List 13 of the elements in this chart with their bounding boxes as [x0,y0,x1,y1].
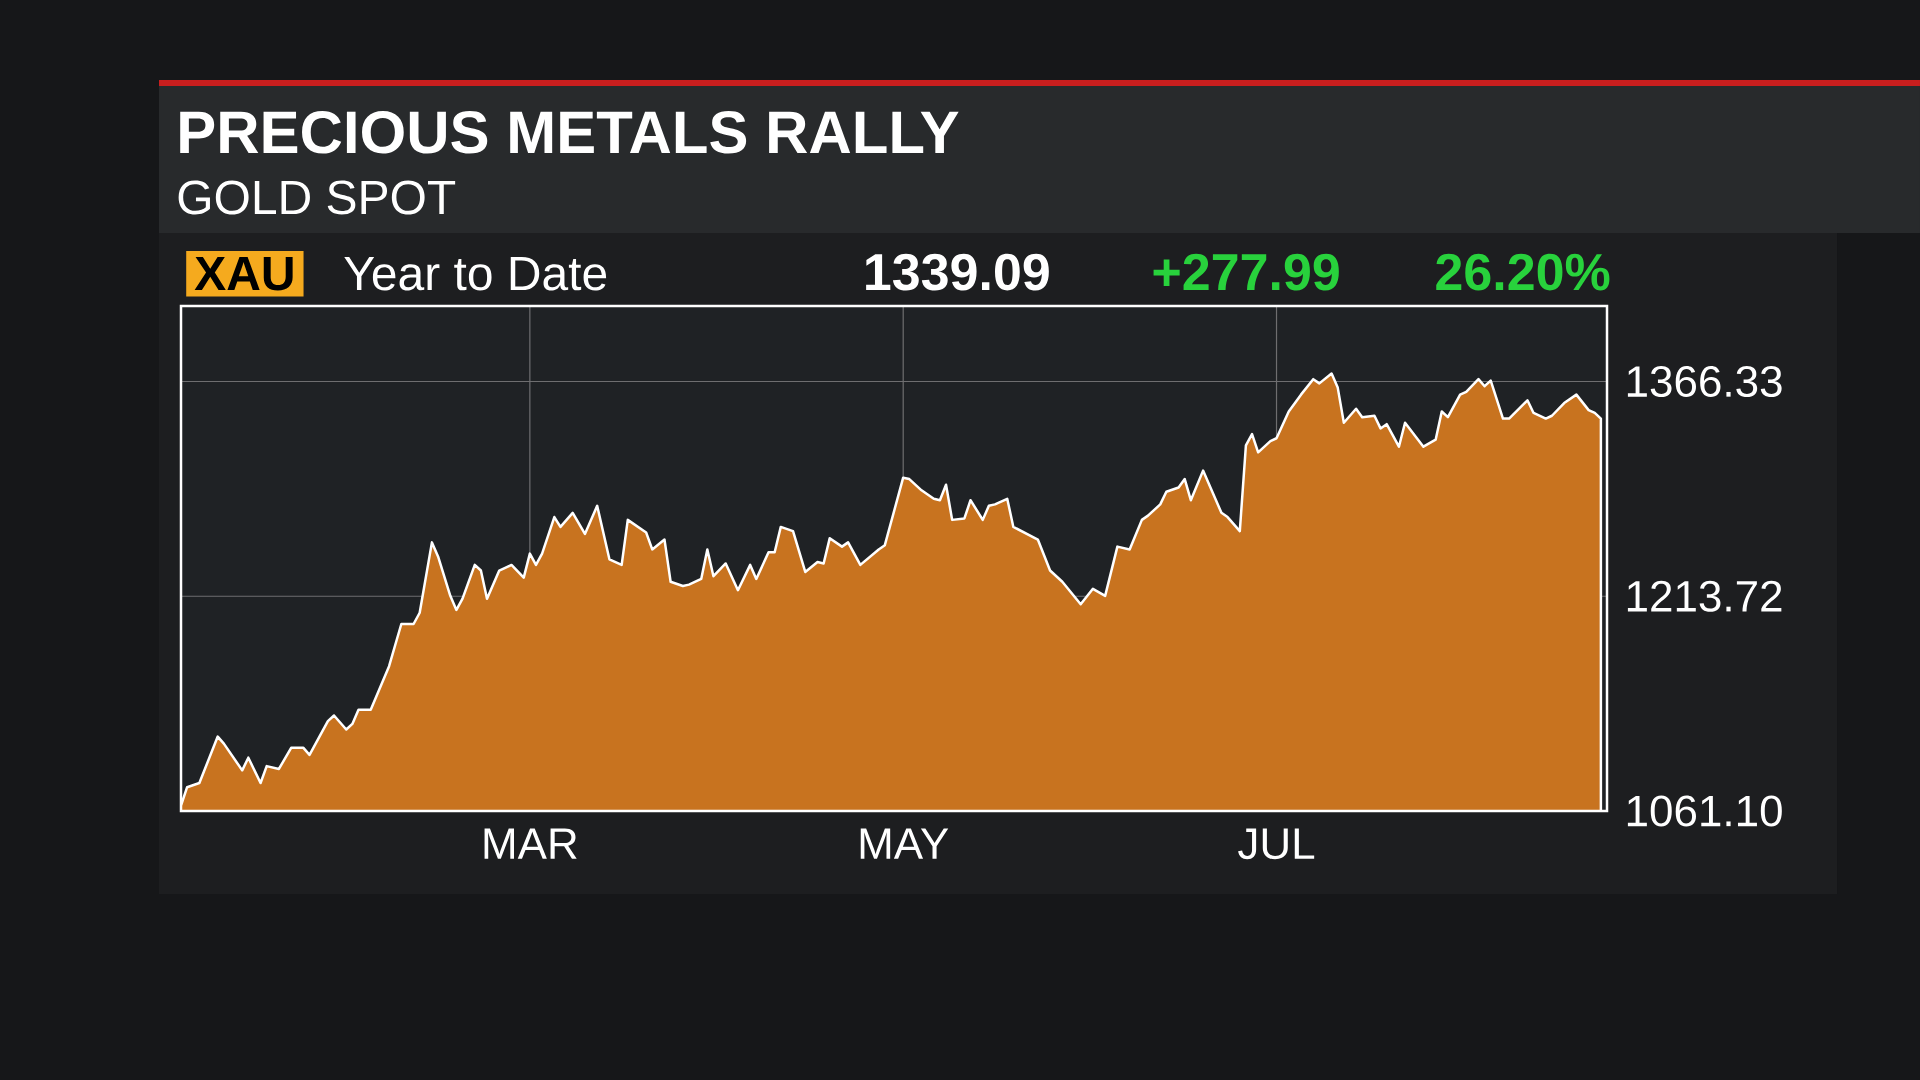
x-tick-label: MAR [484,828,577,859]
x-tick-label: MAY [860,828,949,859]
text: +277.99 [1153,253,1339,291]
y-tick-label: 1061.10 [1627,795,1782,827]
chart-title: PRECIOUS METALS RALLY [180,111,959,154]
x-tick-label: JUL [1238,828,1315,860]
y-tick-label: 1213.72 [1627,580,1782,612]
text: 1339.09 [866,253,1049,291]
chart-subtitle: GOLD SPOT [178,180,456,215]
text: Year to Date [344,256,607,291]
text: 26.20% [1436,253,1610,291]
y-tick-label: 1366.33 [1627,365,1782,398]
text: XAU [194,256,293,291]
